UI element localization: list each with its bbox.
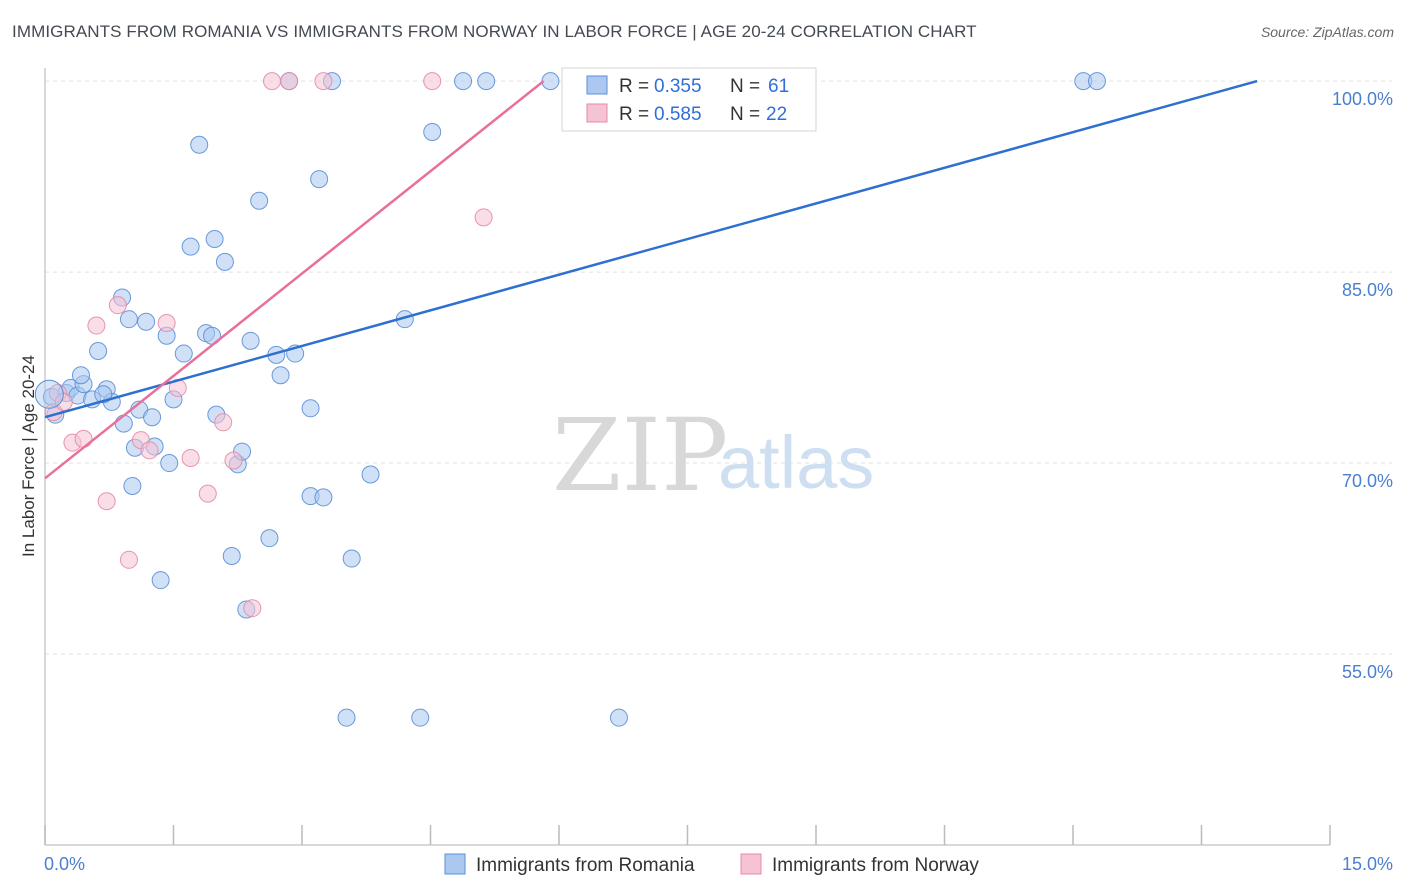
point-norway-18 bbox=[263, 72, 282, 91]
point-romania-44 bbox=[342, 549, 361, 568]
legend-romania-n-label: N = bbox=[730, 76, 760, 97]
y-axis-title: In Labor Force | Age 20-24 bbox=[19, 355, 38, 557]
legend-swatch-romania bbox=[586, 75, 608, 95]
point-romania-23 bbox=[190, 135, 209, 154]
stats-legend: R = 0.355 N = 61 R = 0.585 N = 22 bbox=[561, 67, 817, 132]
trend-line-norway bbox=[44, 80, 545, 480]
point-norway-17 bbox=[243, 599, 262, 618]
watermark-zip: ZIP bbox=[552, 397, 728, 514]
legend-norway-n-label: N = bbox=[730, 104, 760, 125]
point-romania-8 bbox=[89, 342, 108, 361]
axes bbox=[44, 68, 1331, 846]
x-tick-labels: 0.0% 15.0% bbox=[44, 854, 1393, 874]
point-romania-55 bbox=[1087, 72, 1106, 91]
point-romania-11 bbox=[114, 414, 133, 433]
point-romania-57 bbox=[160, 454, 179, 473]
point-norway-21 bbox=[423, 72, 442, 91]
legend-swatch-norway bbox=[586, 103, 608, 123]
point-romania-31 bbox=[241, 331, 260, 350]
point-romania-6 bbox=[71, 366, 90, 385]
legend-romania-r-value: 0.355 bbox=[654, 76, 702, 97]
point-norway-6 bbox=[97, 492, 116, 511]
point-romania-52 bbox=[609, 708, 628, 727]
point-romania-39 bbox=[301, 399, 320, 418]
point-romania-49 bbox=[454, 72, 473, 91]
point-romania-21 bbox=[174, 344, 193, 363]
point-romania-35 bbox=[271, 366, 290, 385]
point-norway-22 bbox=[474, 208, 493, 227]
point-norway-10 bbox=[140, 441, 159, 460]
point-romania-cluster bbox=[34, 379, 64, 409]
point-romania-15 bbox=[137, 312, 156, 331]
point-norway-15 bbox=[214, 413, 233, 432]
x-tick-label-0: 0.0% bbox=[44, 854, 85, 874]
point-norway-20 bbox=[314, 72, 333, 91]
scatter-points bbox=[34, 72, 1106, 727]
point-romania-22 bbox=[181, 237, 200, 256]
point-norway-4 bbox=[74, 429, 93, 448]
point-norway-19 bbox=[280, 72, 299, 91]
bottom-legend-swatch-romania bbox=[444, 853, 466, 875]
bottom-legend-swatch-norway bbox=[740, 853, 762, 875]
point-romania-45 bbox=[361, 465, 380, 484]
chart-title: IMMIGRANTS FROM ROMANIA VS IMMIGRANTS FR… bbox=[12, 22, 977, 41]
point-romania-12 bbox=[119, 310, 138, 329]
point-romania-51 bbox=[541, 72, 560, 91]
point-norway-16 bbox=[224, 451, 243, 470]
point-romania-25 bbox=[205, 229, 224, 248]
watermark-atlas: atlas bbox=[718, 421, 874, 504]
point-romania-41 bbox=[310, 170, 329, 189]
point-norway-13 bbox=[181, 448, 200, 467]
point-romania-28 bbox=[222, 546, 241, 565]
y-tick-label-0: 55.0% bbox=[1342, 662, 1393, 682]
point-romania-53 bbox=[123, 476, 142, 495]
y-tick-label-1: 70.0% bbox=[1342, 471, 1393, 491]
watermark: ZIP atlas bbox=[552, 397, 874, 514]
point-romania-27 bbox=[215, 252, 234, 271]
point-romania-56 bbox=[94, 385, 113, 404]
source-label: Source: ZipAtlas.com bbox=[1260, 24, 1394, 40]
y-tick-labels: 55.0% 70.0% 85.0% 100.0% bbox=[1332, 89, 1393, 682]
point-romania-43 bbox=[337, 708, 356, 727]
point-romania-40 bbox=[314, 488, 333, 507]
legend-norway-n-value: 22 bbox=[766, 104, 787, 125]
point-romania-50 bbox=[477, 72, 496, 91]
point-romania-18 bbox=[151, 571, 170, 590]
series-legend: Immigrants from Romania Immigrants from … bbox=[444, 853, 979, 876]
bottom-legend-romania: Immigrants from Romania bbox=[476, 855, 695, 876]
point-romania-17 bbox=[143, 408, 162, 427]
trend-lines bbox=[44, 79, 1258, 480]
point-norway-8 bbox=[119, 550, 138, 569]
point-romania-33 bbox=[260, 529, 279, 548]
legend-norway-r-label: R = bbox=[619, 104, 649, 125]
y-tick-label-2: 85.0% bbox=[1342, 280, 1393, 300]
point-norway-5 bbox=[87, 316, 106, 335]
legend-romania-n-value: 61 bbox=[768, 76, 789, 97]
point-romania-47 bbox=[411, 708, 430, 727]
x-tick-label-1: 15.0% bbox=[1342, 854, 1393, 874]
point-norway-14 bbox=[198, 484, 217, 503]
point-romania-48 bbox=[423, 123, 442, 142]
bottom-legend-norway: Immigrants from Norway bbox=[772, 855, 979, 876]
point-norway-2 bbox=[54, 392, 73, 411]
point-norway-11 bbox=[157, 314, 176, 332]
legend-romania-r-label: R = bbox=[619, 76, 649, 97]
point-romania-32 bbox=[250, 191, 269, 210]
y-tick-label-3: 100.0% bbox=[1332, 89, 1393, 109]
grid-lines bbox=[45, 80, 1392, 655]
legend-norway-r-value: 0.585 bbox=[654, 104, 702, 125]
point-norway-7 bbox=[108, 296, 127, 315]
trend-line-romania bbox=[44, 79, 1258, 419]
